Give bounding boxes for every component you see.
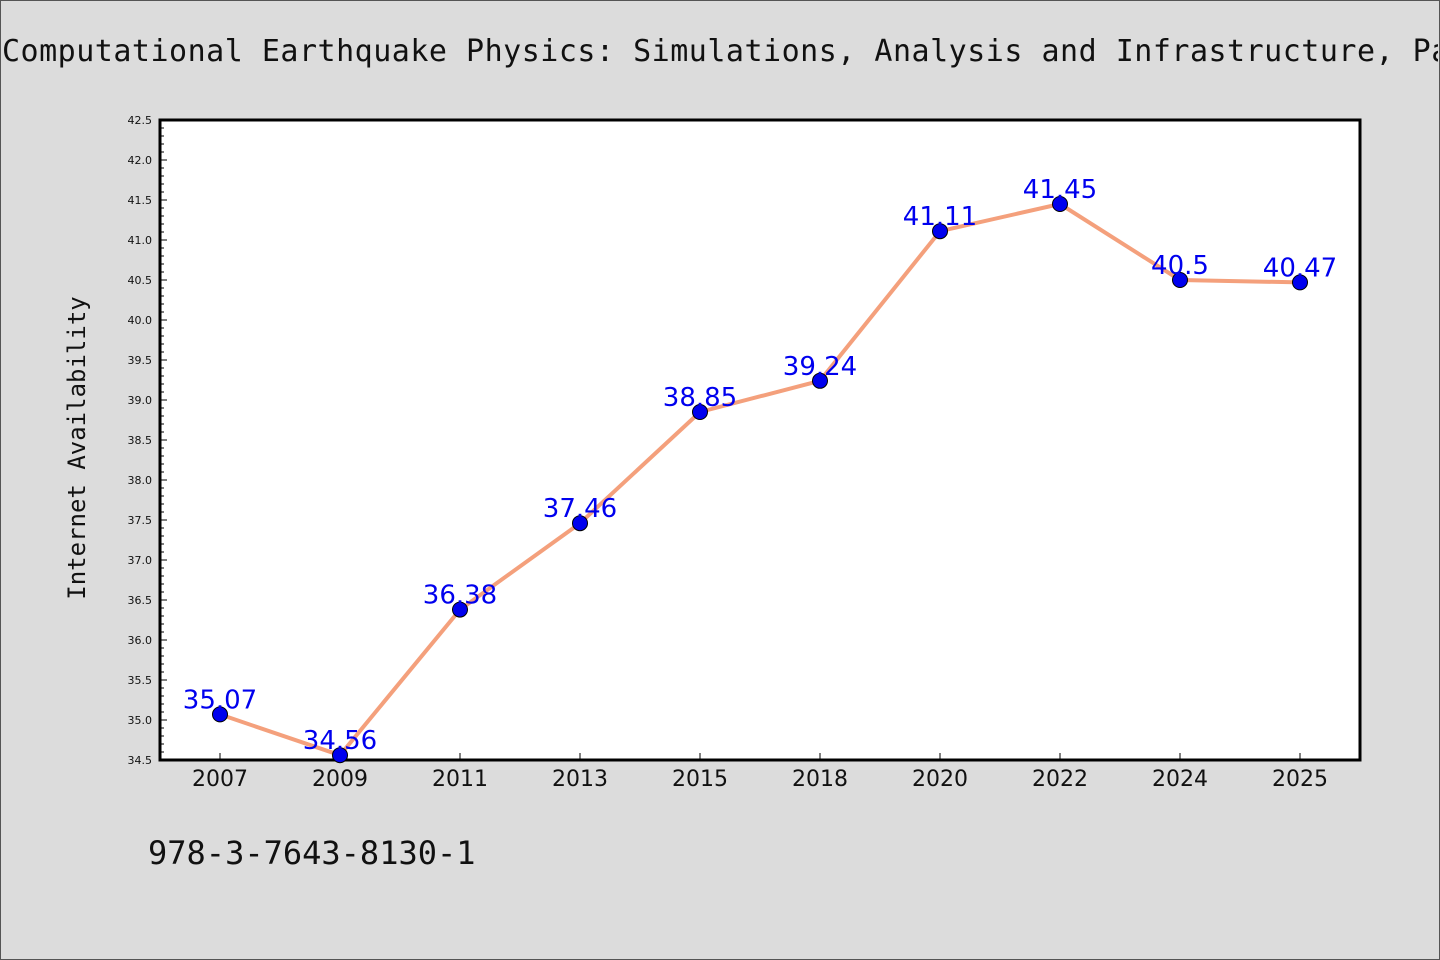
- data-point: [1172, 272, 1188, 288]
- x-tick-label: 2020: [912, 767, 968, 792]
- data-label: 41.11: [903, 202, 977, 232]
- x-tick-label: 2013: [552, 767, 608, 792]
- y-tick-label: 40.5: [128, 274, 153, 287]
- y-tick-label: 35.0: [128, 714, 153, 727]
- data-label: 40.47: [1263, 253, 1337, 283]
- data-label: 39.24: [783, 352, 857, 382]
- data-labels: 35.07 34.56 36.38 37.46 38.85 39.24 41.11 41.45…: [183, 175, 1337, 756]
- series-line: [218, 202, 1302, 758]
- x-tick-label: 2009: [312, 767, 368, 792]
- data-label: 37.46: [543, 494, 617, 524]
- x-tick-label: 2018: [792, 767, 848, 792]
- data-point: [212, 706, 228, 723]
- series-markers: [212, 196, 1308, 764]
- x-tick-label: 2011: [432, 767, 488, 792]
- data-label: 34.56: [303, 726, 377, 756]
- y-tick-label: 38.5: [128, 434, 153, 447]
- data-point: [932, 223, 948, 240]
- x-tick-label: 2022: [1032, 767, 1088, 792]
- isbn-text: 978-3-7643-8130-1: [148, 834, 476, 872]
- y-tick-label: 34.5: [128, 754, 153, 767]
- y-tick-label: 39.0: [128, 394, 153, 407]
- data-point: [812, 372, 828, 389]
- series-line-group: [218, 202, 1302, 758]
- data-point: [1292, 274, 1308, 291]
- y-tick-label: 42.5: [128, 114, 153, 127]
- data-point: [572, 515, 588, 532]
- y-tick-label: 35.5: [128, 674, 153, 687]
- data-label: 41.45: [1023, 175, 1097, 205]
- x-axis: 2007 2009 2011 2013 2015 2018 2020 2022 2024 2025: [192, 753, 1328, 792]
- x-tick-label: 2024: [1152, 767, 1208, 792]
- x-tick-label: 2015: [672, 767, 728, 792]
- data-label: 36.38: [423, 581, 497, 611]
- x-tick-label: 2007: [192, 767, 248, 792]
- data-label: 38.85: [663, 383, 737, 413]
- chart-title: Computational Earthquake Physics: Simula…: [2, 34, 1438, 69]
- data-point: [1052, 196, 1068, 212]
- y-tick-label: 36.5: [128, 594, 153, 607]
- y-tick-label: 37.5: [128, 514, 153, 527]
- y-tick-label: 39.5: [128, 354, 153, 367]
- x-tick-label: 2025: [1272, 767, 1328, 792]
- y-tick-label: 37.0: [128, 554, 153, 567]
- y-axis-label: Internet Availability: [63, 296, 91, 599]
- data-point: [332, 747, 348, 764]
- y-axis: 34.5 35.0 35.5 36.0 36.5 37.0 37.5 38.0 38.5 39.0…: [128, 114, 167, 767]
- data-label: 35.07: [183, 685, 257, 715]
- data-point: [452, 601, 468, 618]
- data-point: [692, 404, 708, 420]
- data-label: 40.5: [1151, 251, 1209, 281]
- y-tick-label: 41.0: [128, 234, 153, 247]
- y-tick-label: 42.0: [128, 154, 153, 167]
- y-tick-label: 36.0: [128, 634, 153, 647]
- y-tick-label: 41.5: [128, 194, 153, 207]
- y-tick-label: 38.0: [128, 474, 153, 487]
- y-tick-label: 40.0: [128, 314, 153, 327]
- plot-area: [158, 118, 1362, 762]
